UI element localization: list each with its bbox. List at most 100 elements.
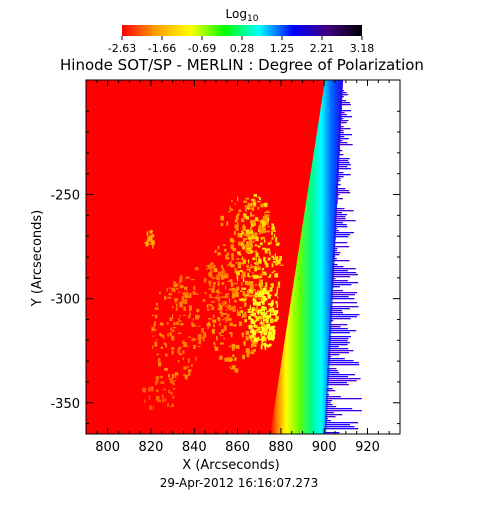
active-region-speck bbox=[268, 276, 271, 278]
active-region-speck bbox=[197, 325, 201, 327]
active-region-speck bbox=[222, 272, 224, 277]
colorbar-title: Log10 bbox=[226, 7, 259, 24]
active-region-speck bbox=[272, 328, 276, 334]
active-region-speck bbox=[256, 268, 260, 270]
active-region-speck bbox=[264, 345, 267, 351]
limb-fringe bbox=[335, 208, 345, 210]
active-region-speck bbox=[203, 332, 207, 337]
active-region-speck bbox=[237, 251, 241, 254]
active-region-speck bbox=[220, 275, 225, 280]
active-region-speck bbox=[270, 334, 275, 339]
limb-fringe bbox=[333, 244, 335, 246]
active-region-speck bbox=[197, 334, 202, 339]
active-region-speck bbox=[257, 258, 262, 264]
active-region-speck bbox=[175, 307, 178, 311]
limb-fringe bbox=[336, 178, 341, 180]
limb-fringe bbox=[324, 426, 355, 428]
limb-fringe bbox=[328, 350, 354, 352]
active-region-speck bbox=[218, 306, 221, 311]
active-region-speck bbox=[152, 406, 154, 410]
active-region-speck bbox=[178, 332, 182, 334]
active-region-speck bbox=[263, 299, 267, 302]
active-region-speck bbox=[251, 334, 254, 338]
limb-fringe bbox=[325, 406, 337, 408]
active-region-speck bbox=[179, 302, 183, 308]
active-region-speck bbox=[247, 246, 252, 252]
limb-fringe bbox=[337, 166, 348, 168]
active-region-speck bbox=[262, 324, 264, 327]
active-region-speck bbox=[235, 262, 238, 264]
active-region-speck bbox=[190, 278, 195, 281]
limb-fringe bbox=[331, 292, 358, 294]
active-region-speck bbox=[175, 321, 179, 326]
active-region-speck bbox=[216, 294, 220, 296]
active-region-speck bbox=[148, 235, 153, 238]
active-region-speck bbox=[249, 267, 251, 272]
active-region-speck bbox=[252, 240, 255, 243]
active-region-speck bbox=[218, 317, 220, 322]
active-region-speck bbox=[265, 263, 269, 268]
active-region-speck bbox=[264, 216, 268, 222]
limb-fringe bbox=[325, 408, 353, 410]
active-region-speck bbox=[225, 293, 227, 297]
active-region-speck bbox=[178, 346, 182, 349]
plot-image bbox=[86, 80, 400, 434]
active-region-speck bbox=[235, 226, 239, 231]
active-region-speck bbox=[217, 245, 220, 250]
active-region-speck bbox=[229, 322, 233, 327]
active-region-speck bbox=[146, 244, 149, 247]
active-region-speck bbox=[264, 292, 269, 294]
active-region-speck bbox=[230, 280, 232, 282]
limb-fringe bbox=[326, 390, 336, 392]
active-region-speck bbox=[269, 274, 272, 277]
active-region-speck bbox=[240, 230, 243, 232]
limb-fringe bbox=[331, 276, 351, 278]
limb-fringe bbox=[324, 420, 331, 422]
active-region-speck bbox=[174, 373, 179, 376]
active-region-speck bbox=[243, 234, 247, 236]
active-region-speck bbox=[253, 307, 256, 311]
active-region-speck bbox=[231, 343, 236, 349]
active-region-speck bbox=[148, 387, 150, 392]
active-region-speck bbox=[266, 323, 271, 329]
active-region-speck bbox=[206, 323, 211, 327]
active-region-speck bbox=[253, 194, 257, 197]
limb-fringe bbox=[335, 206, 337, 208]
active-region-speck bbox=[227, 252, 230, 256]
limb-fringe bbox=[331, 274, 358, 276]
active-region-speck bbox=[233, 300, 237, 303]
active-region-speck bbox=[152, 244, 154, 249]
active-region-speck bbox=[267, 249, 269, 251]
active-region-speck bbox=[230, 260, 232, 262]
active-region-speck bbox=[223, 338, 226, 340]
active-region-speck bbox=[213, 268, 218, 273]
active-region-speck bbox=[146, 231, 149, 237]
active-region-speck bbox=[271, 325, 276, 328]
active-region-speck bbox=[199, 337, 204, 340]
limb-fringe bbox=[331, 284, 352, 286]
active-region-speck bbox=[236, 286, 240, 291]
limb-fringe bbox=[338, 134, 352, 136]
limb-fringe bbox=[328, 354, 340, 356]
limb-fringe bbox=[339, 118, 344, 120]
active-region-speck bbox=[259, 275, 261, 280]
colorbar-tick-label: -2.63 bbox=[108, 42, 136, 55]
active-region-speck bbox=[228, 366, 231, 368]
active-region-speck bbox=[224, 357, 226, 362]
active-region-speck bbox=[172, 388, 176, 390]
limb-fringe bbox=[329, 318, 351, 320]
active-region-speck bbox=[269, 336, 271, 340]
active-region-speck bbox=[229, 206, 231, 210]
active-region-speck bbox=[254, 338, 258, 340]
active-region-speck bbox=[257, 293, 262, 298]
limb-fringe bbox=[327, 360, 354, 362]
active-region-speck bbox=[181, 296, 184, 301]
active-region-speck bbox=[155, 395, 160, 401]
limb-fringe bbox=[333, 230, 339, 232]
limb-fringe bbox=[335, 196, 339, 198]
active-region-speck bbox=[180, 301, 182, 303]
limb-fringe bbox=[335, 192, 351, 194]
limb-fringe bbox=[336, 168, 351, 170]
active-region-speck bbox=[241, 275, 243, 279]
active-region-speck bbox=[171, 347, 175, 350]
